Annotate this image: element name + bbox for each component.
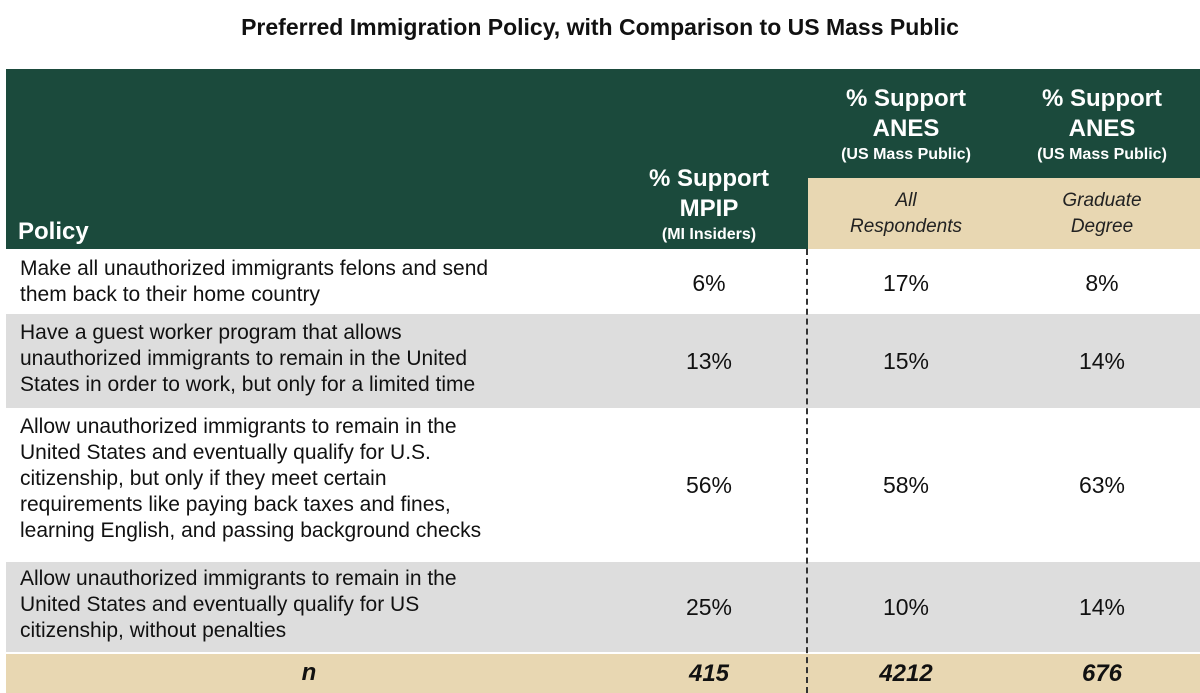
row-1-policy-line-2: them back to their home country bbox=[20, 283, 320, 306]
row-1-policy: Make all unauthorized immigrants felons … bbox=[20, 256, 488, 308]
row-4-anes-grad: 14% bbox=[1078, 594, 1126, 620]
column-divider bbox=[806, 249, 808, 693]
table-row-1: Make all unauthorized immigrants felons … bbox=[6, 252, 1200, 314]
header-anes-grad-line1: % Support bbox=[1042, 85, 1162, 112]
row-3-anes-all: 58% bbox=[882, 472, 930, 498]
n-anes-all: 4212 bbox=[879, 660, 933, 687]
row-4-policy-line-2: United States and eventually qualify for… bbox=[20, 593, 420, 616]
n-mpip: 415 bbox=[688, 660, 730, 687]
row-4-policy-line-3: citizenship, without penalties bbox=[20, 619, 287, 642]
subheader-anes-grad-line2: Degree bbox=[1070, 216, 1134, 237]
table-row-n: n 415 4212 676 bbox=[6, 654, 1200, 693]
header-anes-grad: % Support ANES (US Mass Public) bbox=[1004, 84, 1200, 166]
row-3-policy-line-3: citizenship, but only if they meet certa… bbox=[20, 467, 387, 490]
chart-title: Preferred Immigration Policy, with Compa… bbox=[241, 14, 959, 40]
header-anes-all: % Support ANES (US Mass Public) bbox=[808, 84, 1004, 166]
table-subheader-background bbox=[808, 178, 1200, 249]
header-anes-all-line3: (US Mass Public) bbox=[841, 146, 971, 163]
row-3-policy-line-4: requirements like paying back taxes and … bbox=[20, 493, 451, 516]
row-1-anes-grad: 8% bbox=[1085, 270, 1119, 296]
header-anes-all-line2: ANES bbox=[872, 115, 940, 142]
subheader-anes-grad: Graduate Degree bbox=[1004, 188, 1200, 240]
row-2-policy-line-1: Have a guest worker program that allows bbox=[20, 321, 402, 344]
row-2-anes-all: 15% bbox=[882, 348, 930, 374]
row-1-mpip: 6% bbox=[692, 270, 726, 296]
row-2-policy: Have a guest worker program that allows … bbox=[20, 320, 475, 398]
row-1-anes-all: 17% bbox=[882, 270, 930, 296]
row-3-policy-line-1: Allow unauthorized immigrants to remain … bbox=[20, 415, 457, 438]
row-4-policy-line-1: Allow unauthorized immigrants to remain … bbox=[20, 567, 457, 590]
row-4-anes-all: 10% bbox=[882, 594, 930, 620]
header-anes-all-line1: % Support bbox=[846, 85, 966, 112]
subheader-anes-all: All Respondents bbox=[808, 188, 1004, 240]
table-row-3: Allow unauthorized immigrants to remain … bbox=[6, 410, 1200, 562]
row-3-policy-line-5: learning English, and passing background… bbox=[20, 519, 482, 542]
row-3-anes-grad: 63% bbox=[1078, 472, 1126, 498]
row-4-policy: Allow unauthorized immigrants to remain … bbox=[20, 566, 457, 644]
subheader-anes-all-line2: Respondents bbox=[850, 216, 962, 237]
header-mpip: % Support MPIP (MI Insiders) bbox=[612, 164, 806, 246]
table-row-4: Allow unauthorized immigrants to remain … bbox=[6, 562, 1200, 652]
header-anes-grad-line2: ANES bbox=[1068, 115, 1136, 142]
n-label: n bbox=[301, 659, 317, 686]
row-3-policy: Allow unauthorized immigrants to remain … bbox=[20, 414, 481, 544]
row-2-mpip: 13% bbox=[685, 348, 733, 374]
table-row-2: Have a guest worker program that allows … bbox=[6, 314, 1200, 408]
row-4-mpip: 25% bbox=[685, 594, 733, 620]
subheader-anes-grad-line1: Graduate bbox=[1062, 190, 1142, 211]
subheader-anes-all-line1: All bbox=[895, 190, 917, 211]
header-policy: Policy bbox=[18, 218, 89, 245]
row-1-policy-line-1: Make all unauthorized immigrants felons … bbox=[20, 257, 489, 280]
header-anes-grad-line3: (US Mass Public) bbox=[1037, 146, 1167, 163]
row-3-policy-line-2: United States and eventually qualify for… bbox=[20, 441, 431, 464]
n-anes-grad: 676 bbox=[1081, 660, 1123, 687]
row-2-policy-line-3: States in order to work, but only for a … bbox=[20, 373, 476, 396]
row-2-policy-line-2: unauthorized immigrants to remain in the… bbox=[20, 347, 468, 370]
header-mpip-line3: (MI Insiders) bbox=[661, 226, 757, 243]
header-mpip-line2: MPIP bbox=[679, 195, 739, 222]
row-2-anes-grad: 14% bbox=[1078, 348, 1126, 374]
row-3-mpip: 56% bbox=[685, 472, 733, 498]
header-mpip-line1: % Support bbox=[649, 165, 769, 192]
